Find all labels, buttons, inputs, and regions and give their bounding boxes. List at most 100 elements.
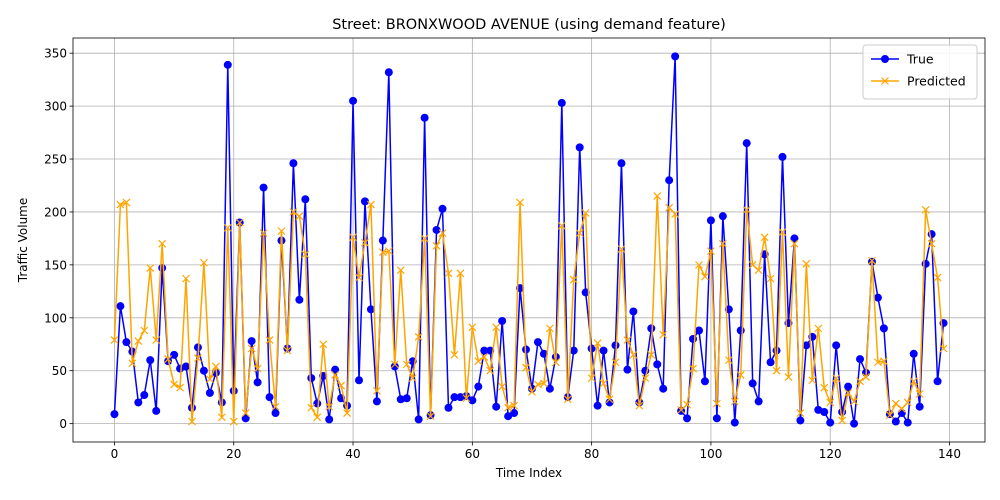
predicted-point — [116, 200, 125, 209]
predicted-point — [933, 273, 942, 282]
ticks: 0 20 40 60 80 100 120 140 0 50 100 150 200 250 300 350 — [44, 47, 961, 461]
true-point — [748, 379, 757, 388]
true-point — [683, 414, 692, 423]
predicted-point — [784, 373, 793, 381]
predicted-point — [844, 389, 853, 397]
legend-entries: True Predicted — [871, 52, 966, 89]
predicted-point — [301, 250, 310, 259]
predicted-point — [683, 400, 691, 409]
predicted-point — [134, 337, 143, 346]
predicted-point — [396, 266, 405, 275]
true-point — [420, 113, 429, 122]
true-point — [611, 341, 620, 350]
predicted-point — [110, 336, 119, 344]
predicted-point — [140, 326, 149, 335]
true-point — [533, 338, 542, 347]
true-point — [593, 401, 602, 410]
predicted-point — [701, 272, 709, 281]
predicted-point — [885, 411, 894, 420]
y-tick-label: 100 — [44, 311, 67, 325]
predicted-point — [164, 355, 173, 363]
true-point — [754, 397, 763, 406]
predicted-series — [110, 192, 948, 426]
predicted-point — [516, 198, 524, 207]
true-point — [569, 346, 578, 355]
predicted-point — [671, 210, 680, 218]
true-point — [832, 341, 841, 350]
predicted-point — [182, 274, 190, 283]
true-point — [856, 355, 865, 364]
predicted-point — [927, 239, 936, 248]
true-point — [891, 417, 900, 426]
predicted-point — [265, 336, 274, 344]
true-point — [897, 409, 906, 418]
true-point — [247, 337, 256, 346]
true-point — [390, 362, 399, 371]
predicted-point — [235, 218, 244, 227]
predicted-point — [820, 383, 829, 392]
x-tick-label: 140 — [938, 447, 961, 461]
predicted-point — [826, 398, 835, 407]
legend-entry-predicted: Predicted — [871, 74, 966, 89]
x-tick-label: 100 — [699, 447, 722, 461]
true-point — [844, 382, 853, 391]
true-point — [229, 386, 238, 395]
true-point — [933, 377, 942, 386]
x-axis-title: Time Index — [495, 466, 562, 480]
predicted-point — [939, 344, 948, 353]
predicted-point — [498, 382, 507, 391]
predicted-point — [432, 241, 441, 250]
predicted-point — [361, 238, 369, 247]
true-point — [355, 376, 364, 385]
true-point — [450, 393, 459, 402]
legend-predicted-marker — [881, 77, 889, 85]
predicted-point — [211, 362, 220, 371]
true-point — [116, 302, 125, 311]
predicted-point — [283, 346, 292, 355]
true-point — [480, 346, 489, 355]
true-point — [182, 362, 191, 371]
legend-true-marker — [881, 55, 889, 63]
predicted-point — [581, 209, 590, 217]
true-point — [140, 391, 149, 400]
predicted-point — [170, 380, 179, 389]
predicted-point — [569, 275, 578, 284]
predicted-point — [724, 356, 733, 365]
predicted-point — [259, 229, 268, 238]
true-point — [301, 195, 310, 204]
predicted-point — [152, 336, 161, 344]
chart-title: Street: BRONXWOOD AVENUE (using demand f… — [332, 17, 726, 33]
true-point — [349, 96, 358, 105]
predicted-point — [814, 324, 823, 333]
true-point — [599, 346, 608, 355]
predicted-point — [313, 413, 322, 422]
true-point — [504, 412, 513, 421]
true-point — [492, 402, 501, 411]
predicted-point — [850, 397, 858, 406]
series-layer — [110, 52, 948, 428]
y-tick-label: 350 — [44, 47, 67, 61]
predicted-point — [200, 258, 208, 267]
predicted-point — [629, 350, 638, 359]
predicted-point — [790, 239, 799, 248]
legend-true-label: True — [906, 52, 934, 67]
true-point — [623, 365, 632, 374]
true-point — [915, 402, 924, 411]
true-point — [712, 414, 721, 423]
predicted-point — [176, 383, 184, 392]
predicted-point — [778, 228, 787, 236]
true-point — [152, 406, 161, 415]
predicted-line — [113, 195, 945, 423]
true-point — [396, 395, 405, 404]
predicted-point — [241, 409, 250, 417]
predicted-point — [879, 357, 888, 366]
predicted-point — [766, 274, 775, 283]
predicted-point — [659, 330, 668, 339]
true-point — [742, 139, 751, 148]
predicted-point — [730, 397, 739, 406]
predicted-point — [528, 387, 536, 396]
predicted-point — [128, 359, 137, 368]
true-point — [402, 394, 411, 403]
true-point — [581, 288, 590, 297]
